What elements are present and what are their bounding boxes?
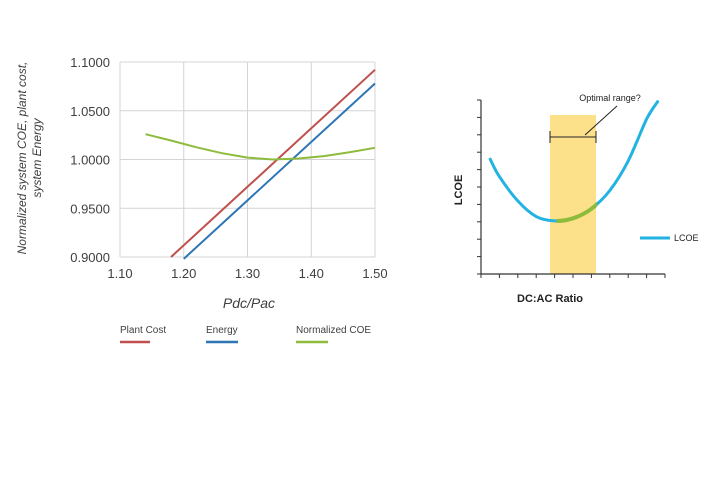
- left-legend: Plant Cost Energy Normalized COE: [120, 325, 371, 344]
- left-x-tick-label: 1.40: [299, 266, 324, 281]
- right-x-axis-label: DC:AC Ratio: [517, 293, 583, 305]
- optimal-range-band: [550, 115, 596, 274]
- right-series: [488, 100, 660, 223]
- left-x-tick-label: 1.10: [107, 266, 132, 281]
- left-y-tick-label: 0.9000: [70, 250, 110, 265]
- left-y-tick-label: 1.1000: [70, 55, 110, 70]
- left-x-axis-label: Pdc/Pac: [223, 295, 275, 311]
- left-x-tick-labels: 1.10 1.20 1.30 1.40 1.50: [107, 266, 387, 281]
- right-chart: Optimal range? DC:AC Ratio LCOE LCOE: [453, 93, 699, 305]
- left-y-axis-label-line-2: system Energy: [30, 117, 44, 197]
- left-x-tick-label: 1.50: [362, 266, 387, 281]
- series-line-energy: [183, 82, 376, 260]
- legend-label-plant-cost: Plant Cost: [120, 325, 166, 336]
- legend-label-normalized-coe: Normalized COE: [296, 325, 371, 336]
- series-line-plant-cost: [170, 69, 376, 258]
- left-y-tick-label: 1.0000: [70, 153, 110, 168]
- lcoe-optimal-highlight: [556, 201, 597, 223]
- left-x-tick-label: 1.20: [171, 266, 196, 281]
- left-y-axis-label: Normalized system COE, plant cost, syste…: [15, 62, 44, 255]
- series-line-normalized-coe: [145, 133, 376, 161]
- left-y-tick-label: 1.0500: [70, 104, 110, 119]
- left-grid: [119, 61, 376, 258]
- right-axes: [477, 99, 666, 278]
- left-x-tick-label: 1.30: [235, 266, 260, 281]
- optimal-range-pointer: [584, 105, 618, 136]
- legend-label-energy: Energy: [206, 325, 238, 336]
- left-series: [145, 69, 376, 260]
- right-y-axis-label: LCOE: [453, 175, 465, 206]
- optimal-range-annotation: Optimal range?: [549, 93, 641, 143]
- left-y-tick-label: 0.9500: [70, 201, 110, 216]
- left-y-axis-label-line-1: Normalized system COE, plant cost,: [15, 62, 29, 255]
- right-legend: LCOE: [640, 233, 699, 243]
- legend-label-lcoe: LCOE: [674, 233, 699, 243]
- optimal-range-label: Optimal range?: [579, 93, 641, 103]
- left-y-tick-labels: 0.9000 0.9500 1.0000 1.0500 1.1000: [70, 55, 110, 265]
